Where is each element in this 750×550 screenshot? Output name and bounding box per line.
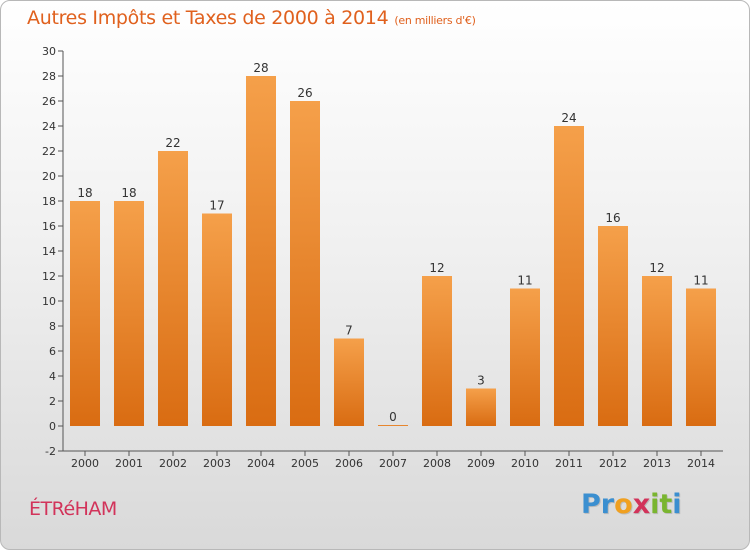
- bar: [466, 388, 496, 426]
- bar: [422, 276, 452, 426]
- logo-letter: t: [659, 489, 673, 520]
- bar: [202, 213, 232, 426]
- bar-value-label: 28: [253, 61, 268, 75]
- x-tick-label: 2008: [423, 457, 451, 470]
- x-tick-label: 2011: [555, 457, 583, 470]
- bar-value-label: 3: [477, 374, 485, 388]
- x-tick-label: 2004: [247, 457, 275, 470]
- logo-letter: x: [632, 489, 651, 520]
- x-tick-label: 2002: [159, 457, 187, 470]
- logo-letter: i: [672, 489, 682, 520]
- x-tick-label: 2012: [599, 457, 627, 470]
- y-tick-label: 16: [42, 220, 56, 233]
- logo-letter: P: [581, 489, 601, 520]
- logo-letter: i: [650, 489, 660, 520]
- bar: [598, 226, 628, 426]
- chart-subtitle: (en milliers d'€): [394, 14, 476, 27]
- bar-value-label: 18: [121, 186, 136, 200]
- y-tick-label: 22: [42, 145, 56, 158]
- bar-value-label: 11: [693, 274, 708, 288]
- y-tick-label: 14: [42, 245, 56, 258]
- y-tick-label: 4: [49, 370, 56, 383]
- x-tick-label: 2005: [291, 457, 319, 470]
- bar-value-label: 11: [517, 274, 532, 288]
- x-tick-label: 2007: [379, 457, 407, 470]
- y-tick-label: 10: [42, 295, 56, 308]
- y-tick-label: 0: [49, 420, 56, 433]
- y-tick-label: 12: [42, 270, 56, 283]
- x-tick-label: 2009: [467, 457, 495, 470]
- y-tick-label: 30: [42, 45, 56, 58]
- bar-value-label: 24: [561, 111, 576, 125]
- y-tick-label: 2: [49, 395, 56, 408]
- y-tick-label: 8: [49, 320, 56, 333]
- logo-letter: r: [600, 489, 615, 520]
- y-tick-label: 6: [49, 345, 56, 358]
- bar: [642, 276, 672, 426]
- y-tick-label: 26: [42, 95, 56, 108]
- bar-value-label: 17: [209, 199, 224, 213]
- commune-name: ÉTRéHAM: [29, 498, 117, 520]
- x-tick-label: 2013: [643, 457, 671, 470]
- bar: [70, 201, 100, 426]
- y-tick-label: 28: [42, 70, 56, 83]
- proxiti-logo: Proxiti: [581, 489, 682, 520]
- bar-value-label: 12: [649, 261, 664, 275]
- bar-value-label: 18: [77, 186, 92, 200]
- bar-value-label: 16: [605, 211, 620, 225]
- x-tick-label: 2001: [115, 457, 143, 470]
- bar: [246, 76, 276, 426]
- y-tick-label: 18: [42, 195, 56, 208]
- chart-title-text: Autres Impôts et Taxes de 2000 à 2014: [27, 7, 389, 29]
- bar: [686, 288, 716, 426]
- bar: [554, 126, 584, 426]
- x-tick-label: 2003: [203, 457, 231, 470]
- bar: [158, 151, 188, 426]
- bar-value-label: 0: [389, 410, 397, 424]
- x-tick-label: 2006: [335, 457, 363, 470]
- logo-letter: o: [614, 489, 633, 520]
- x-tick-label: 2014: [687, 457, 715, 470]
- bar-value-label: 22: [165, 136, 180, 150]
- chart-title: Autres Impôts et Taxes de 2000 à 2014 (en…: [27, 7, 476, 29]
- y-tick-label: 24: [42, 120, 56, 133]
- x-tick-label: 2010: [511, 457, 539, 470]
- bar-value-label: 26: [297, 86, 312, 100]
- x-tick-label: 2000: [71, 457, 99, 470]
- bar: [378, 425, 408, 426]
- bar: [290, 101, 320, 426]
- y-tick-label: -2: [45, 445, 56, 458]
- bar: [114, 201, 144, 426]
- y-tick-label: 20: [42, 170, 56, 183]
- bar: [334, 338, 364, 426]
- bar-value-label: 7: [345, 324, 353, 338]
- bar: [510, 288, 540, 426]
- bar-value-label: 12: [429, 261, 444, 275]
